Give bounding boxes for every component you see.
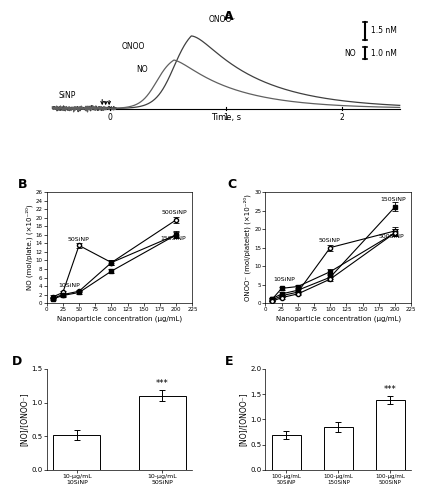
Text: 1.5 nM: 1.5 nM: [371, 26, 396, 35]
Text: 2: 2: [340, 113, 344, 122]
Text: Time, s: Time, s: [211, 113, 241, 122]
Text: B: B: [17, 178, 27, 190]
Text: 50SiNP: 50SiNP: [67, 237, 89, 242]
Text: 50SiNP: 50SiNP: [318, 238, 340, 243]
Y-axis label: [NO]/[ONOO⁻]: [NO]/[ONOO⁻]: [20, 392, 28, 446]
Text: D: D: [11, 355, 22, 368]
Text: NO: NO: [136, 65, 148, 74]
Bar: [53, 435, 100, 470]
Text: NO: NO: [344, 49, 356, 58]
Text: C: C: [228, 178, 237, 190]
Y-axis label: NO (mol/plate.) (×10⁻²⁰): NO (mol/plate.) (×10⁻²⁰): [25, 205, 33, 290]
Text: 1: 1: [224, 113, 229, 122]
Text: A: A: [224, 10, 234, 23]
Text: ***: ***: [384, 385, 397, 394]
Text: 500SiNP: 500SiNP: [379, 234, 404, 240]
Text: SiNP: SiNP: [58, 91, 75, 100]
Text: 500SiNP: 500SiNP: [162, 210, 188, 215]
Text: 150SiNP: 150SiNP: [381, 197, 407, 202]
Y-axis label: [NO]/[ONOO⁻]: [NO]/[ONOO⁻]: [238, 392, 247, 446]
Text: 150SiNP: 150SiNP: [160, 236, 186, 241]
Bar: [376, 400, 404, 470]
Text: E: E: [225, 355, 233, 368]
Text: ONOO⁻: ONOO⁻: [209, 15, 236, 24]
Text: 1.0 nM: 1.0 nM: [371, 49, 396, 58]
Y-axis label: ONOO⁻ (mol/platelet) (×10⁻²⁰): ONOO⁻ (mol/platelet) (×10⁻²⁰): [244, 194, 251, 301]
Text: 10SiNP: 10SiNP: [59, 283, 80, 288]
Bar: [324, 427, 353, 470]
X-axis label: Nanoparticle concentration (μg/mL): Nanoparticle concentration (μg/mL): [57, 315, 182, 322]
X-axis label: Nanoparticle concentration (μg/mL): Nanoparticle concentration (μg/mL): [276, 315, 401, 322]
Text: 10SiNP: 10SiNP: [273, 277, 295, 282]
Bar: [272, 434, 301, 470]
Text: ***: ***: [156, 379, 169, 388]
Text: ONOO: ONOO: [122, 42, 145, 51]
Bar: [139, 396, 186, 470]
Text: 0: 0: [108, 113, 113, 122]
